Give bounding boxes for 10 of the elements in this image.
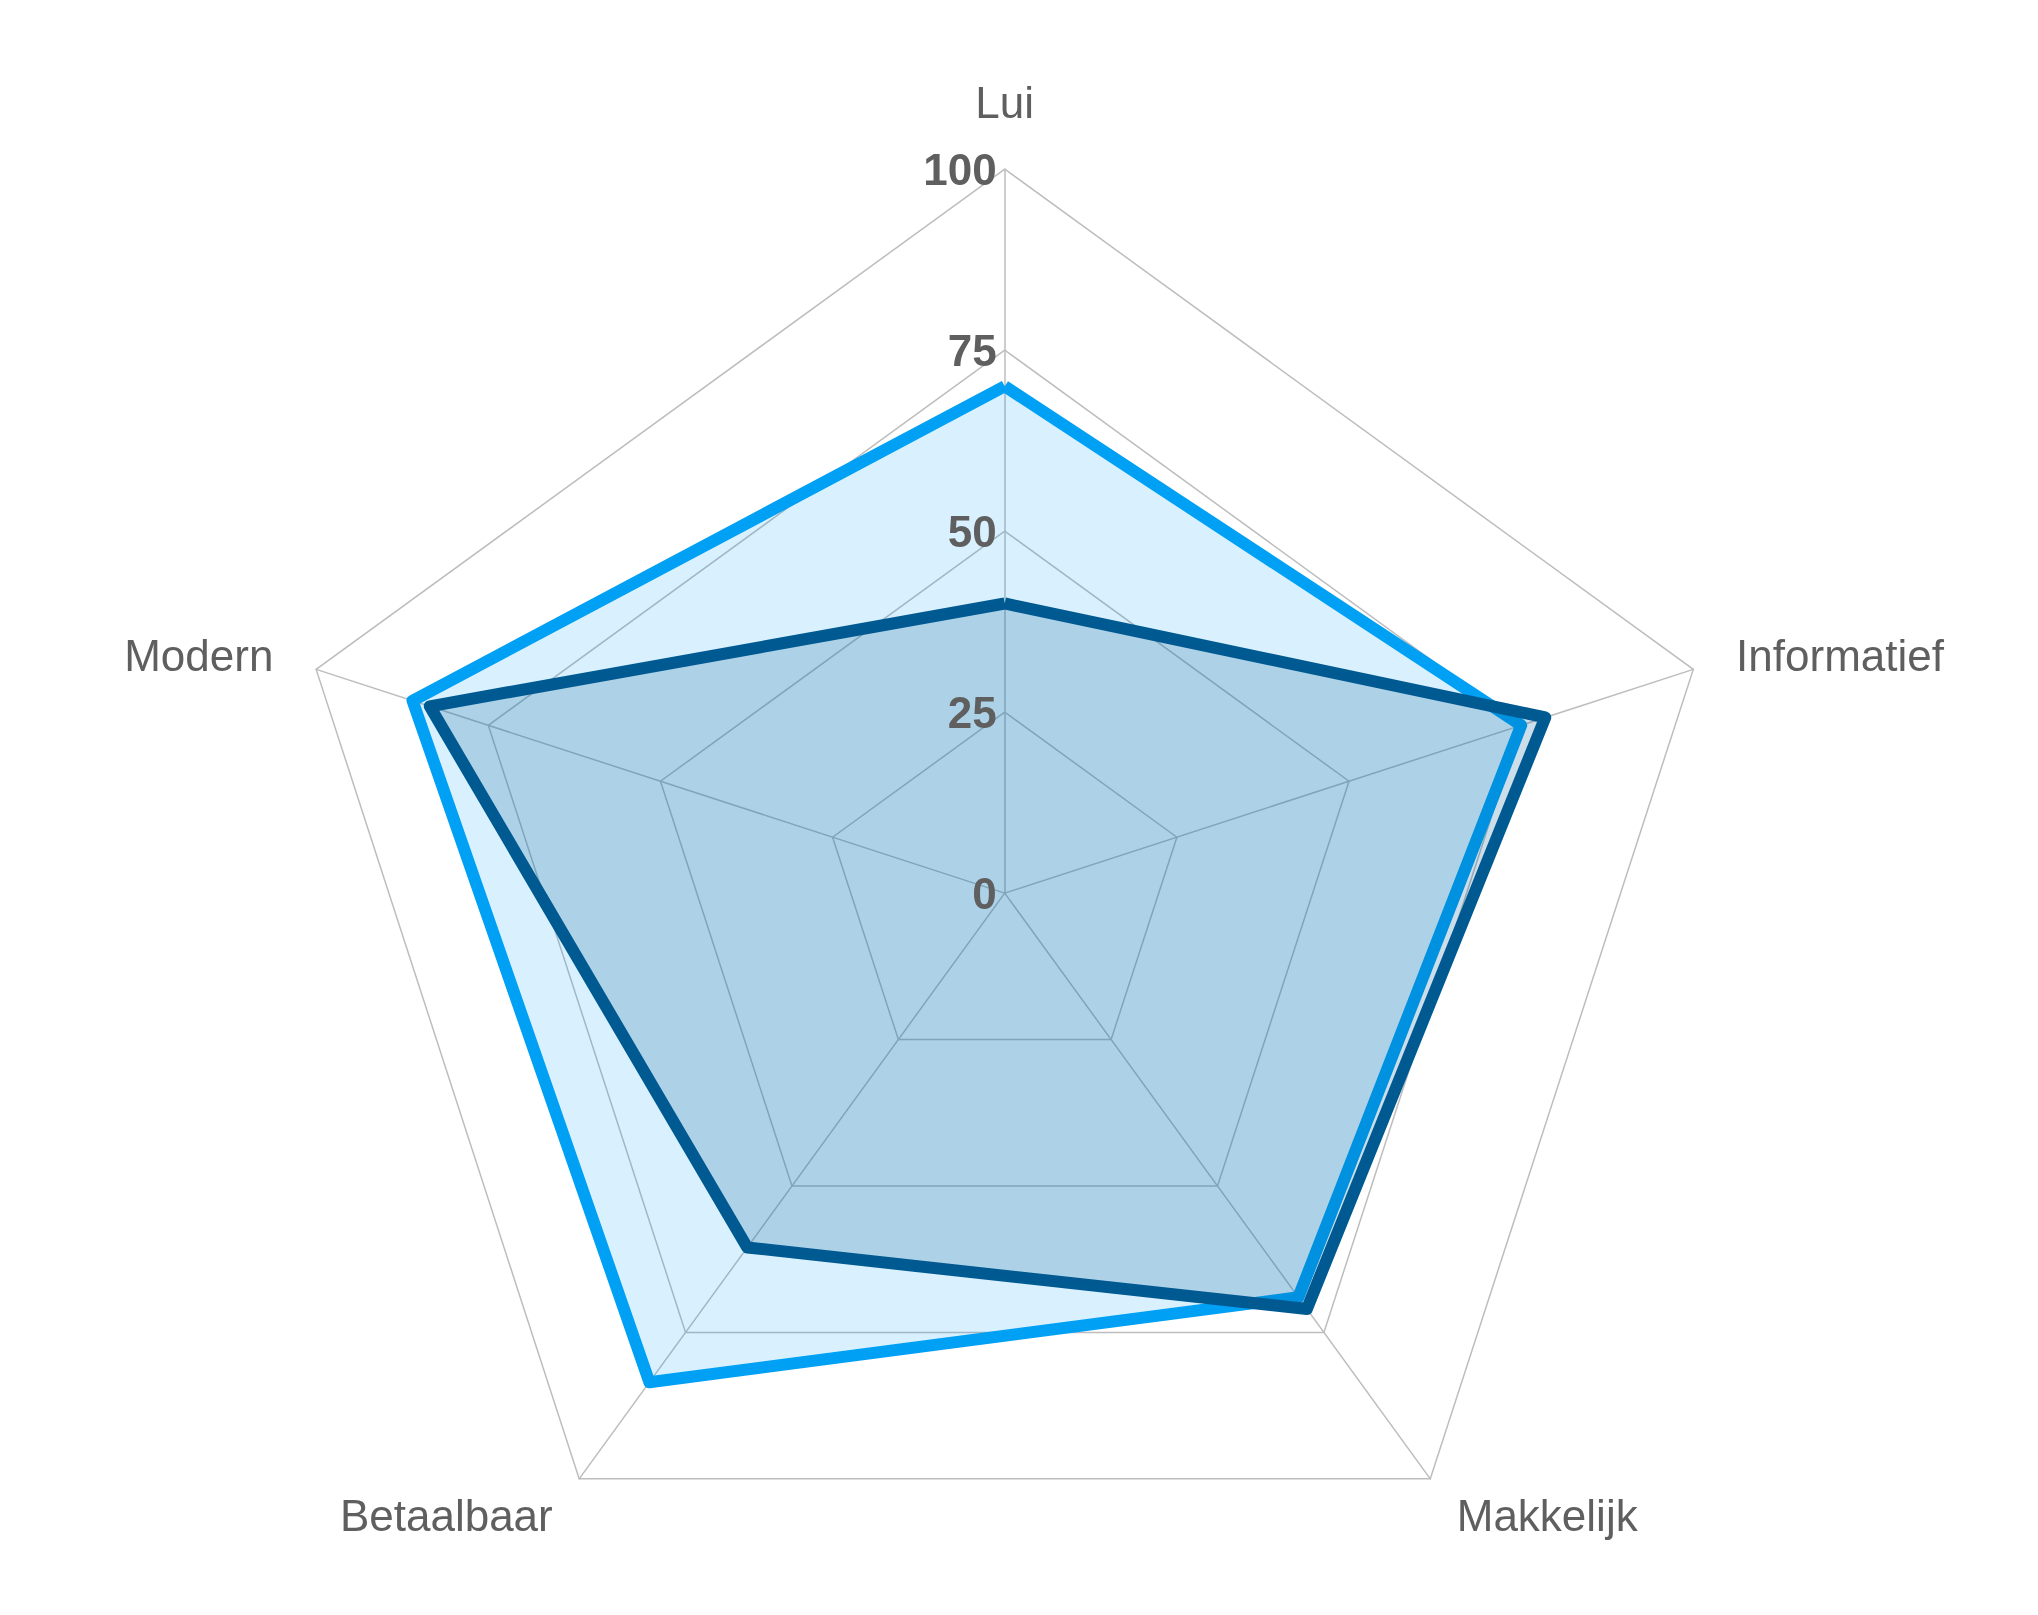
spoke-label: Informatief (1736, 630, 1945, 680)
spoke-label: Makkelijk (1456, 1490, 1639, 1540)
spoke-label: Modern (124, 630, 274, 680)
y-tick-label: 100 (923, 144, 997, 194)
y-tick-label: 25 (947, 687, 997, 737)
spoke-label: Betaalbaar (339, 1490, 553, 1540)
y-tick-label: 50 (947, 506, 997, 556)
y-tick-label: 75 (947, 325, 997, 375)
y-tick-label: 0 (972, 868, 997, 918)
spoke-label: Lui (975, 77, 1035, 127)
